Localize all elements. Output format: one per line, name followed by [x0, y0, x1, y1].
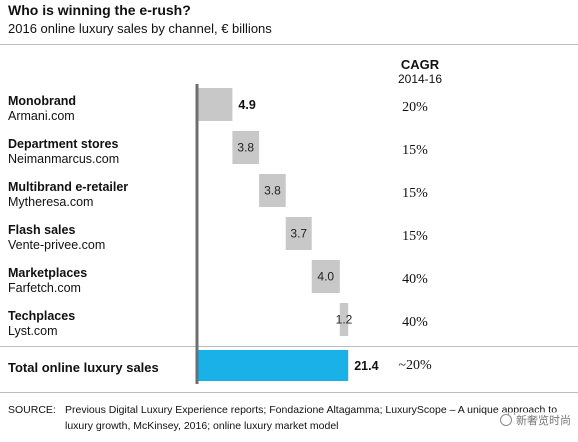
- row-category-multibrand: Multibrand e-retailer: [8, 180, 129, 194]
- bar-1: [198, 88, 233, 121]
- source-label: SOURCE:: [8, 404, 56, 416]
- top-divider: [0, 44, 578, 45]
- cagr-value-marketplaces: 40%: [402, 272, 428, 287]
- bar-4: [285, 217, 312, 250]
- watermark: 新奢览时尚: [497, 412, 574, 428]
- row-example-marketplaces: Farfetch.com: [8, 281, 81, 295]
- source-text: Previous Digital Luxury Experience repor…: [65, 404, 558, 432]
- row-example-department-stores: Neimanmarcus.com: [8, 152, 120, 166]
- row-category-flash-sales: Flash sales: [8, 223, 76, 237]
- data-label-1: 4.9: [238, 98, 255, 112]
- row-category-monobrand: Monobrand: [8, 94, 77, 108]
- cagr-value-total: ~20%: [398, 358, 432, 373]
- chart-title: Who is winning the e-rush?: [8, 2, 191, 18]
- data-label-2: 3.8: [237, 141, 254, 155]
- bar-3: [259, 174, 286, 207]
- data-label-7: 21.4: [354, 359, 378, 373]
- cagr-value-multibrand: 15%: [402, 186, 428, 201]
- row-category-department-stores: Department stores: [8, 137, 119, 151]
- row-example-techplaces: Lyst.com: [8, 324, 58, 338]
- data-label-6: 1.2: [336, 313, 353, 327]
- bar-7: [198, 350, 349, 381]
- data-label-4: 3.7: [290, 227, 307, 241]
- row-category-techplaces: Techplaces: [8, 309, 76, 323]
- bar-5: [311, 260, 340, 293]
- data-label-3: 3.8: [264, 184, 281, 198]
- watermark-logo-icon: [500, 414, 512, 426]
- row-example-flash-sales: Vente-privee.com: [8, 238, 106, 252]
- cagr-value-flash-sales: 15%: [402, 229, 428, 244]
- cagr-header: CAGR: [400, 57, 440, 72]
- cagr-period: 2014-16: [397, 72, 443, 86]
- chart-subtitle: 2016 online luxury sales by channel, € b…: [8, 21, 272, 36]
- cagr-value-monobrand: 20%: [402, 100, 428, 115]
- cagr-value-department-stores: 15%: [402, 143, 428, 158]
- total-divider: [0, 346, 578, 347]
- watermark-text: 新奢览时尚: [516, 415, 571, 427]
- bar-2: [232, 131, 260, 164]
- row-example-multibrand: Mytheresa.com: [8, 195, 94, 209]
- cagr-value-techplaces: 40%: [402, 315, 428, 330]
- row-example-monobrand: Armani.com: [8, 109, 75, 123]
- source-divider: [0, 392, 578, 393]
- row-category-total: Total online luxury sales: [8, 360, 159, 375]
- row-category-marketplaces: Marketplaces: [8, 266, 88, 280]
- data-label-5: 4.0: [317, 270, 334, 284]
- bar-6: [339, 303, 349, 336]
